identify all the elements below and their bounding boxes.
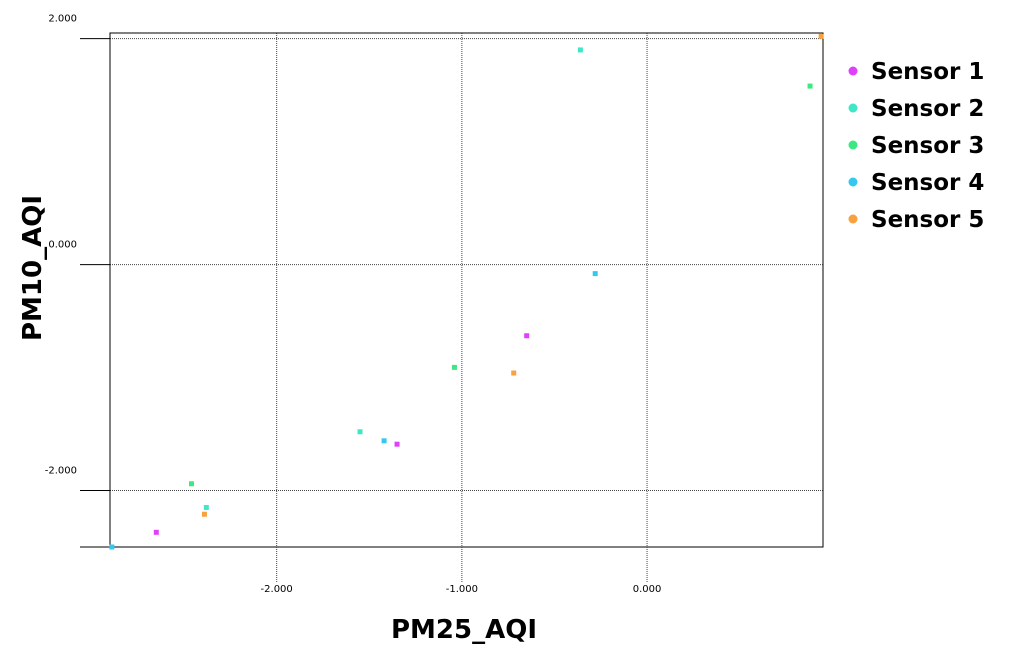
legend-label: Sensor 3	[871, 133, 984, 159]
legend-label: Sensor 2	[871, 96, 984, 122]
legend-marker	[848, 140, 858, 150]
data-point	[524, 333, 530, 339]
x-axis-ticks: -2.000 -1.000 0.000	[261, 547, 662, 595]
x-tick-label: -1.000	[446, 584, 478, 595]
legend-marker	[848, 177, 858, 187]
legend-marker	[848, 103, 858, 113]
legend-marker	[848, 66, 858, 76]
data-point	[394, 441, 400, 447]
y-axis-ticks: 2.000 0.000 -2.000	[45, 14, 110, 492]
data-point	[153, 529, 159, 535]
y-tick-label: 0.000	[48, 240, 77, 251]
data-point	[201, 511, 207, 517]
x-tick-label: -2.000	[261, 584, 293, 595]
y-axis-title: PM10_AQI	[18, 195, 48, 341]
legend-marker	[848, 214, 858, 224]
data-point	[109, 544, 115, 550]
data-point	[203, 504, 209, 510]
data-point	[381, 438, 387, 444]
data-point	[357, 429, 363, 435]
y-tick-label: -2.000	[45, 466, 77, 477]
data-point	[807, 83, 813, 89]
data-point	[577, 47, 583, 53]
plot-area-frame	[109, 32, 824, 548]
legend-label: Sensor 1	[871, 59, 984, 85]
data-point	[592, 271, 598, 277]
legend-label: Sensor 5	[871, 207, 984, 233]
data-point	[511, 370, 517, 376]
data-point	[188, 481, 194, 487]
y-tick-label: 2.000	[48, 14, 77, 25]
x-axis-title: PM25_AQI	[391, 615, 537, 645]
data-point	[451, 364, 457, 370]
data-points	[109, 33, 824, 550]
grid-lines	[110, 33, 823, 547]
x-tick-label: 0.000	[633, 584, 662, 595]
legend: Sensor 1 Sensor 2 Sensor 3 Sensor 4 Sensor 5	[848, 59, 984, 233]
legend-label: Sensor 4	[871, 170, 984, 196]
data-point	[818, 33, 824, 39]
